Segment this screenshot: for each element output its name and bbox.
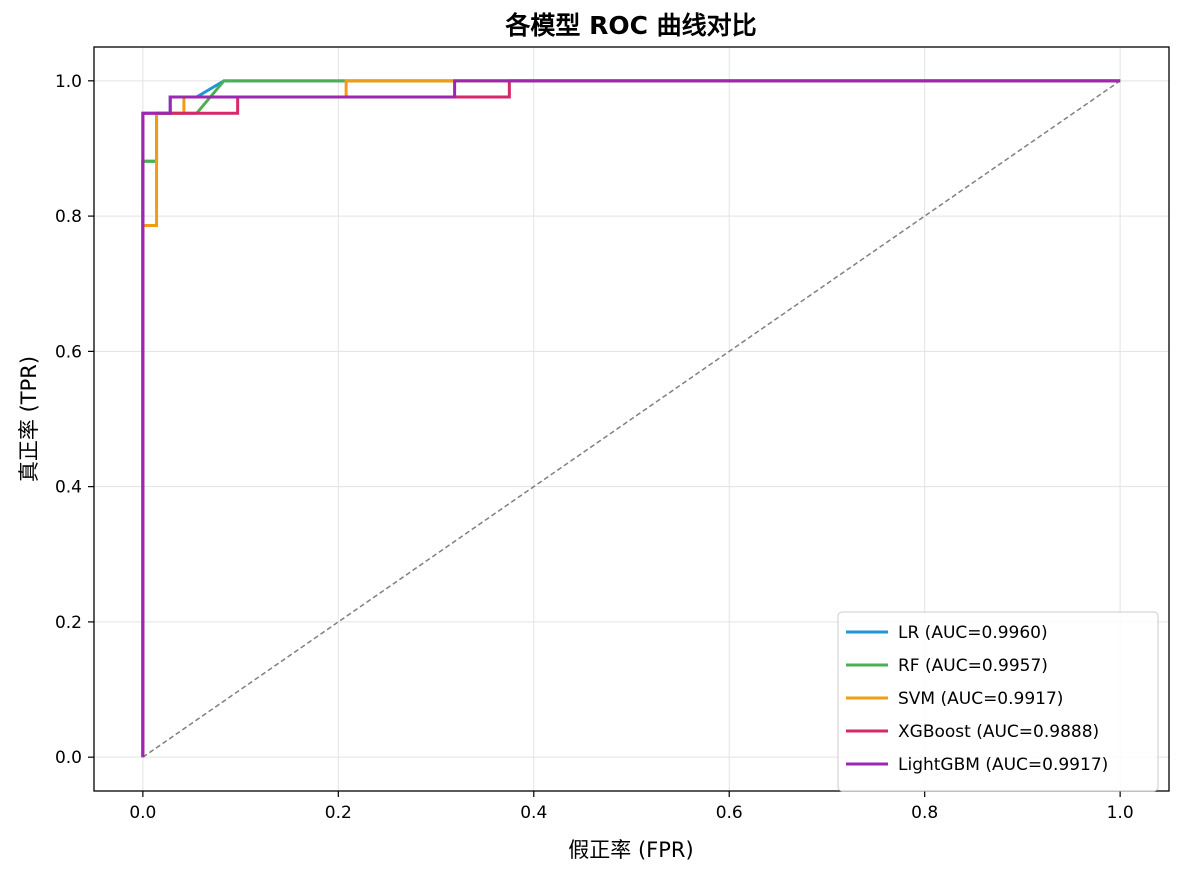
legend-label: XGBoost (AUC=0.9888) (898, 722, 1099, 742)
diagonal-line (142, 80, 1121, 758)
grid (94, 47, 1169, 791)
x-tick-label: 0.8 (911, 803, 938, 823)
x-tick-label: 0.2 (325, 803, 352, 823)
x-tick-label: 1.0 (1107, 803, 1134, 823)
x-tick-label: 0.6 (716, 803, 743, 823)
chart-title: 各模型 ROC 曲线对比 (504, 11, 756, 40)
x-axis-label: 假正率 (FPR) (568, 838, 693, 862)
y-tick-label: 0.6 (55, 342, 82, 362)
y-tick-label: 1.0 (55, 72, 82, 92)
plot-frame (93, 46, 1170, 792)
y-tick-label: 0.0 (55, 748, 82, 768)
legend-box (837, 611, 1159, 792)
legend: LR (AUC=0.9960) RF (AUC=0.9957) SVM (AUC=0… (837, 611, 1159, 792)
legend-label: LightGBM (AUC=0.9917) (898, 755, 1108, 775)
series-line (141, 79, 1121, 758)
legend-label: RF (AUC=0.9957) (898, 656, 1048, 676)
legend-label: SVM (AUC=0.9917) (898, 689, 1063, 709)
legend-label: LR (AUC=0.9960) (898, 623, 1048, 643)
series-lines (141, 79, 1121, 758)
y-tick-label: 0.2 (55, 613, 82, 633)
y-tick-label: 0.8 (55, 207, 82, 227)
axis-ticks: 0.0 0.2 0.4 0.6 0.8 1.0 0.0 0.2 0.4 0.6 0.8 1.0 (55, 72, 1134, 823)
y-axis-label: 真正率 (TPR) (17, 356, 41, 482)
x-tick-label: 0.0 (129, 803, 156, 823)
diagonal-reference (142, 80, 1121, 758)
x-tick-label: 0.4 (520, 803, 547, 823)
y-tick-label: 0.4 (55, 478, 82, 498)
